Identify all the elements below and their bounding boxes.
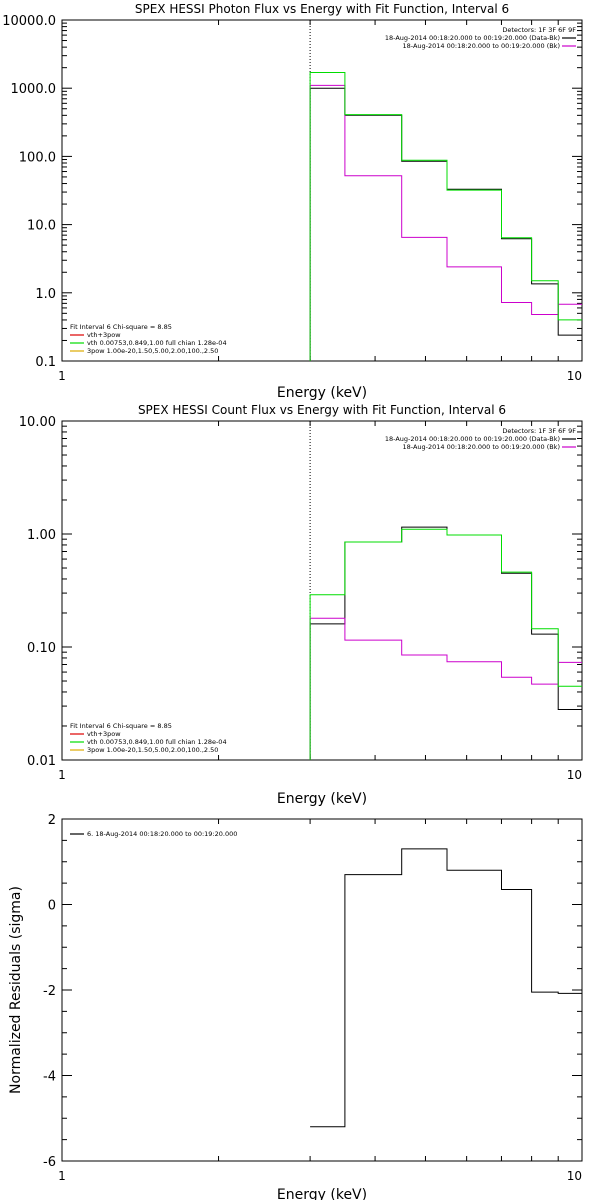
legend-entry-text: vth 0.00753,0.849,1.00 full chian 1.28e-…: [87, 339, 227, 347]
x-axis-label: Energy (keV): [277, 791, 367, 807]
legend-header: Fit Interval 6 Chi-square = 8.85: [70, 323, 172, 331]
series-line-1: [309, 84, 582, 361]
x-axis-label: Energy (keV): [277, 1187, 367, 1200]
y-tick-label: 0.1: [35, 355, 56, 370]
axes-frame: [61, 19, 583, 362]
legend-header: Fit Interval 6 Chi-square = 8.85: [70, 722, 172, 730]
y-tick-label: 10000.0: [2, 14, 56, 29]
legend-entry-text: 18-Aug-2014 00:18:20.000 to 00:19:20.000…: [403, 42, 560, 50]
legend-entry-text: 6. 18-Aug-2014 00:18:20.000 to 00:19:20.…: [87, 830, 237, 838]
series-line-2: [309, 528, 582, 760]
legend-header: Detectors: 1F 3F 6F 9F: [502, 427, 576, 435]
series-line-0: [309, 526, 582, 760]
legend-header: Detectors: 1F 3F 6F 9F: [502, 26, 576, 34]
y-tick-label: 1.00: [27, 528, 56, 543]
series-line-0: [309, 87, 582, 361]
series-line-1: [309, 617, 582, 760]
legend-entry-text: vth 0.00753,0.849,1.00 full chian 1.28e-…: [87, 738, 227, 746]
photon-flux-panel: SPEX HESSI Photon Flux vs Energy with Fi…: [2, 2, 583, 401]
x-tick-label: 10: [567, 369, 582, 383]
x-tick-label: 1: [58, 768, 66, 782]
series-line-2: [309, 72, 582, 361]
axes-frame: [61, 818, 583, 1162]
y-tick-label: 1000.0: [11, 82, 57, 97]
legend-entry-text: vth+3pow: [87, 331, 121, 339]
axes-frame: [61, 420, 583, 761]
y-tick-label: -2: [43, 984, 56, 999]
y-tick-label: -4: [43, 1070, 56, 1085]
legend-entry-text: 18-Aug-2014 00:18:20.000 to 00:19:20.000…: [403, 443, 560, 451]
legend-entry-text: 3pow 1.00e-20,1.50,5.00,2.00,100.,2.50: [87, 746, 218, 754]
y-axis-label: Normalized Residuals (sigma): [8, 886, 24, 1094]
legend-entry-text: 3pow 1.00e-20,1.50,5.00,2.00,100.,2.50: [87, 347, 218, 355]
y-tick-label: 10.00: [19, 415, 56, 430]
chart-title: SPEX HESSI Photon Flux vs Energy with Fi…: [135, 2, 509, 16]
y-tick-label: 10.0: [27, 219, 56, 234]
y-tick-label: -6: [43, 1155, 56, 1170]
x-tick-label: 1: [58, 369, 66, 383]
count-flux-panel: SPEX HESSI Count Flux vs Energy with Fit…: [19, 403, 583, 807]
x-tick-label: 10: [567, 1169, 582, 1183]
legend-entry-text: 18-Aug-2014 00:18:20.000 to 00:19:20.000…: [385, 435, 560, 443]
x-tick-label: 1: [58, 1169, 66, 1183]
legend-entry-text: vth+3pow: [87, 730, 121, 738]
y-tick-label: 0: [48, 899, 56, 914]
y-tick-label: 0.01: [27, 754, 56, 769]
y-tick-label: 0.10: [27, 641, 56, 656]
legend-entry-text: 18-Aug-2014 00:18:20.000 to 00:19:20.000…: [385, 34, 560, 42]
x-tick-label: 10: [567, 768, 582, 782]
chart-title: SPEX HESSI Count Flux vs Energy with Fit…: [138, 403, 506, 417]
series-line-0: [310, 848, 582, 1128]
y-tick-label: 2: [48, 813, 56, 828]
x-axis-label: Energy (keV): [277, 385, 367, 401]
y-tick-label: 100.0: [19, 150, 56, 165]
residuals-panel: Energy (keV) Normalized Residuals (sigma)…: [8, 813, 583, 1200]
y-tick-label: 1.0: [35, 287, 56, 302]
